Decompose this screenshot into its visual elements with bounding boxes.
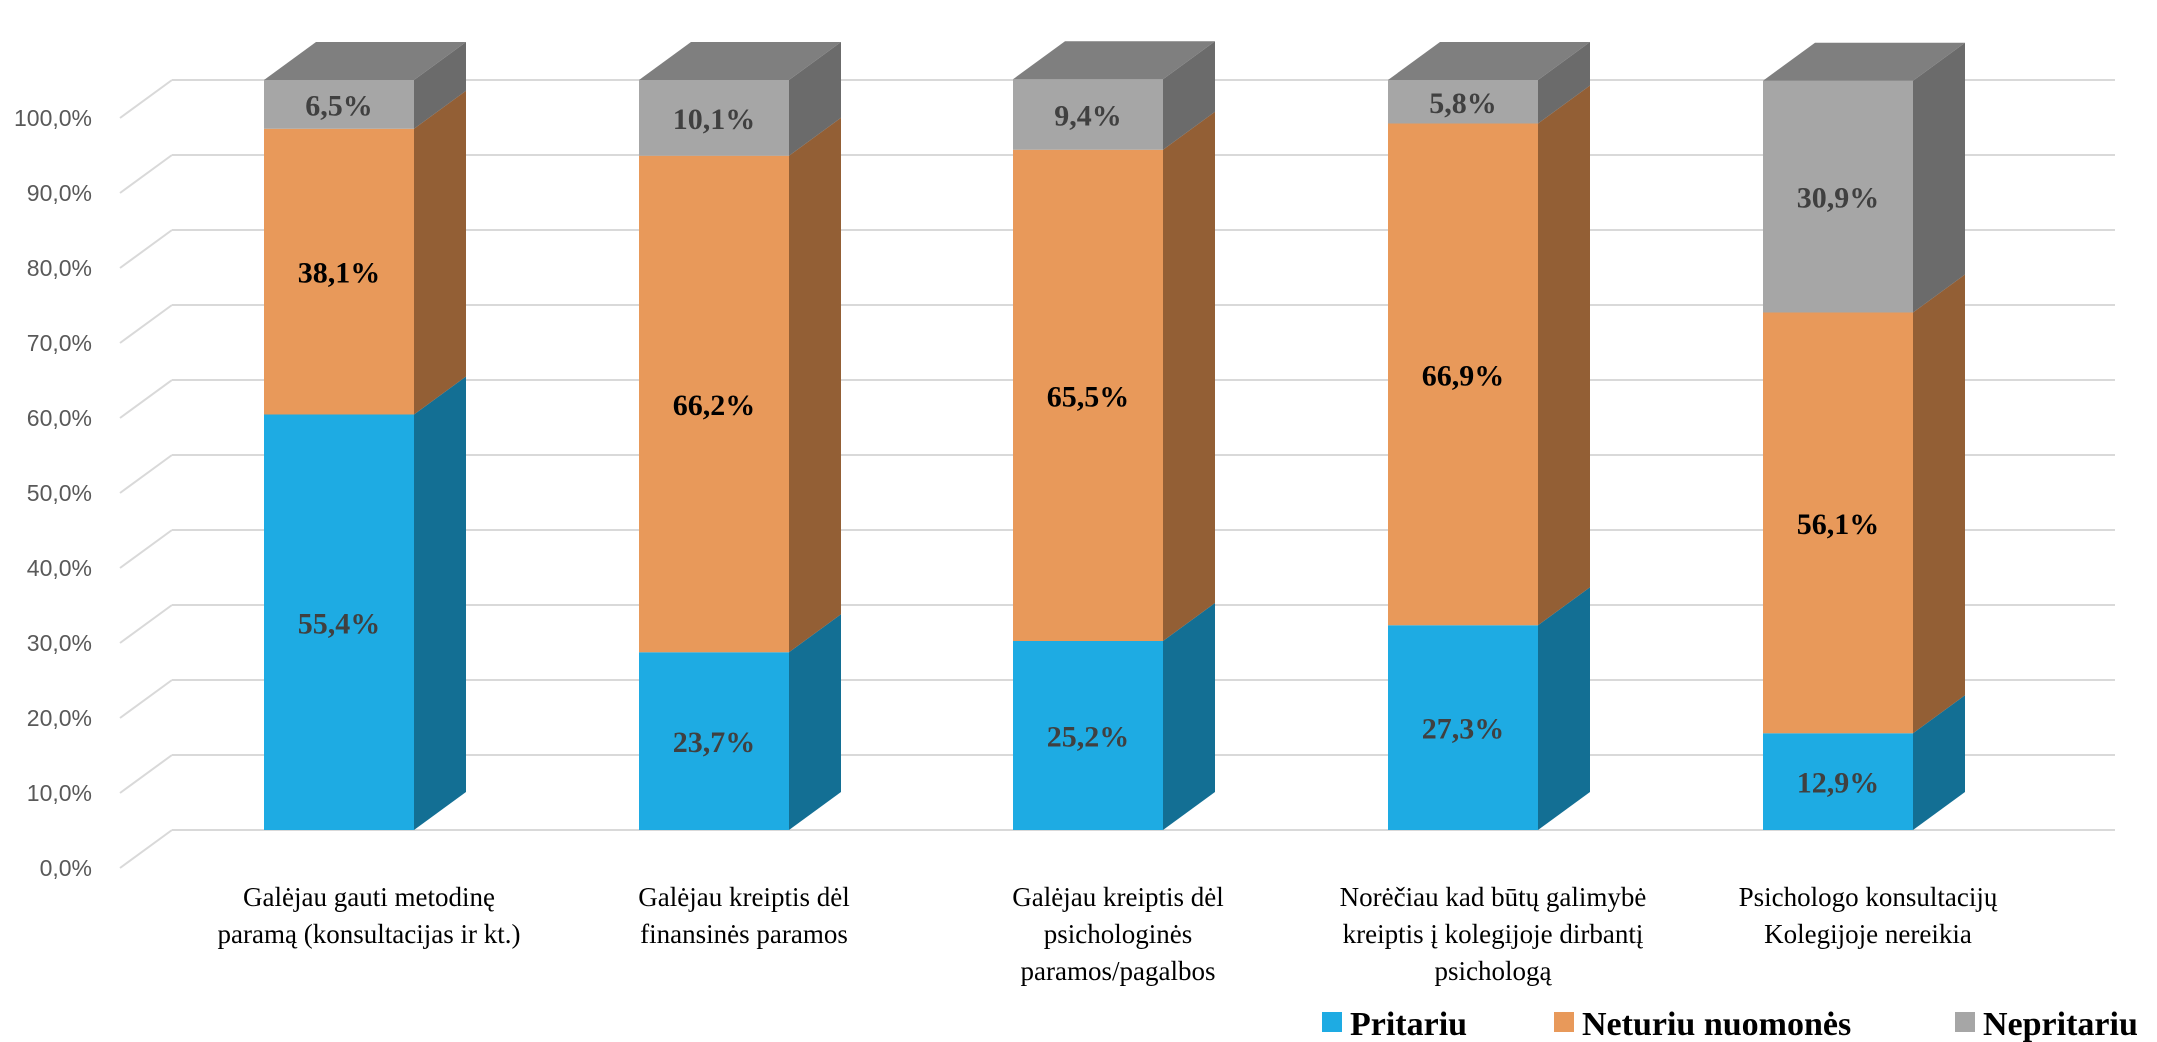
legend-swatch-0 bbox=[1322, 1012, 1342, 1032]
bar-side-0-2 bbox=[1163, 603, 1215, 830]
bar-0-4 bbox=[1763, 733, 1913, 830]
bar-top-0 bbox=[264, 42, 466, 80]
bar-side-1-2 bbox=[1163, 111, 1215, 641]
data-label-2-0: 6,5% bbox=[305, 89, 373, 122]
y-tick-label: 20,0% bbox=[27, 705, 92, 731]
bars bbox=[264, 41, 1965, 830]
gridline-diagonal bbox=[119, 154, 173, 194]
bar-0-0 bbox=[264, 414, 414, 830]
data-label-0-1: 23,7% bbox=[673, 726, 756, 759]
gridline-diagonal bbox=[119, 829, 173, 869]
bar-side-2-2 bbox=[1163, 41, 1215, 150]
y-tick-label: 80,0% bbox=[27, 255, 92, 281]
category-label: psichologą bbox=[1435, 956, 1553, 986]
category-label: psichologinės bbox=[1044, 919, 1193, 949]
gridline-diagonal bbox=[119, 454, 173, 494]
gridline-diagonal bbox=[119, 379, 173, 419]
data-label-2-2: 9,4% bbox=[1054, 100, 1122, 133]
gridline-diagonal bbox=[119, 529, 173, 569]
bar-top-2 bbox=[1013, 41, 1215, 80]
legend: Pritariu Neturiu nuomonės Nepritariu bbox=[1322, 1006, 2138, 1042]
bar-2-0 bbox=[264, 80, 414, 129]
y-tick-label: 100,0% bbox=[14, 105, 92, 131]
y-tick-label: 10,0% bbox=[27, 780, 92, 806]
y-tick-label: 50,0% bbox=[27, 480, 92, 506]
category-label: Galėjau gauti metodinę bbox=[243, 882, 495, 912]
y-tick-label: 0,0% bbox=[40, 855, 92, 881]
data-label-1-1: 66,2% bbox=[673, 389, 756, 422]
bar-1-1 bbox=[639, 155, 789, 653]
bar-side-2-4 bbox=[1913, 42, 1965, 313]
category-label: paramos/pagalbos bbox=[1021, 956, 1216, 986]
legend-label-1: Neturiu nuomonės bbox=[1582, 1006, 1851, 1042]
bar-side-0-1 bbox=[789, 614, 841, 830]
bar-0-2 bbox=[1013, 641, 1163, 830]
data-label-2-4: 30,9% bbox=[1797, 182, 1880, 215]
data-label-0-0: 55,4% bbox=[298, 607, 381, 640]
bar-2-1 bbox=[639, 80, 789, 156]
gridline-diagonal bbox=[119, 604, 173, 644]
bar-top-3 bbox=[1388, 42, 1590, 80]
category-label: Kolegijoje nereikia bbox=[1764, 919, 1972, 949]
bar-side-2-0 bbox=[414, 42, 466, 129]
bar-side-1-3 bbox=[1538, 85, 1590, 626]
bar-2-4 bbox=[1763, 80, 1913, 313]
legend-swatch-2 bbox=[1955, 1012, 1975, 1032]
bar-side-2-3 bbox=[1538, 42, 1590, 124]
bar-side-1-1 bbox=[789, 117, 841, 653]
data-label-1-2: 65,5% bbox=[1047, 380, 1130, 413]
bar-2-3 bbox=[1388, 80, 1538, 124]
category-label: Norėčiau kad būtų galimybė bbox=[1340, 882, 1647, 912]
bar-1-0 bbox=[264, 128, 414, 415]
gridline-diagonal bbox=[119, 229, 173, 269]
gridline-diagonal bbox=[119, 304, 173, 344]
data-label-1-4: 56,1% bbox=[1797, 508, 1880, 541]
bar-1-3 bbox=[1388, 123, 1538, 626]
gridline-diagonal bbox=[119, 754, 173, 794]
data-label-2-3: 5,8% bbox=[1429, 87, 1497, 120]
bar-top-1 bbox=[639, 42, 841, 80]
y-tick-label: 60,0% bbox=[27, 405, 92, 431]
category-label: paramą (konsultacijas ir kt.) bbox=[218, 919, 521, 949]
gridline-diagonal bbox=[119, 679, 173, 719]
y-tick-label: 30,0% bbox=[27, 630, 92, 656]
bar-1-2 bbox=[1013, 149, 1163, 641]
data-label-0-4: 12,9% bbox=[1797, 767, 1880, 800]
bar-0-1 bbox=[639, 652, 789, 830]
legend-label-2: Nepritariu bbox=[1983, 1006, 2138, 1042]
legend-swatch-1 bbox=[1554, 1012, 1574, 1032]
bar-side-1-0 bbox=[414, 90, 466, 415]
bar-side-2-1 bbox=[789, 42, 841, 156]
category-label: kreiptis į kolegijoje dirbantį bbox=[1343, 919, 1644, 949]
x-axis: Galėjau gauti metodinę paramą (konsultaci… bbox=[218, 882, 1998, 986]
gridline-diagonal bbox=[119, 79, 173, 119]
bar-1-4 bbox=[1763, 312, 1913, 734]
y-tick-label: 40,0% bbox=[27, 555, 92, 581]
data-labels: 55,4% 23,7% 25,2% 27,3% 12,9% 38,1% 66,2% 65,5%… bbox=[298, 87, 1880, 800]
legend-label-0: Pritariu bbox=[1350, 1006, 1467, 1042]
bar-0-3 bbox=[1388, 625, 1538, 830]
y-tick-label: 70,0% bbox=[27, 330, 92, 356]
y-axis: 0,0% 10,0% 20,0% 30,0% 40,0% 50,0% 60,0% 70,0% 8… bbox=[14, 105, 92, 881]
category-label: finansinės paramos bbox=[640, 919, 848, 949]
data-label-1-3: 66,9% bbox=[1422, 359, 1505, 392]
data-label-2-1: 10,1% bbox=[673, 103, 756, 136]
bar-top-4 bbox=[1763, 42, 1965, 81]
bar-2-2 bbox=[1013, 79, 1163, 150]
category-label: Galėjau kreiptis dėl bbox=[638, 882, 849, 912]
bar-side-0-3 bbox=[1538, 587, 1590, 830]
bar-side-1-4 bbox=[1913, 274, 1965, 734]
y-tick-label: 90,0% bbox=[27, 180, 92, 206]
category-label: Psichologo konsultacijų bbox=[1739, 882, 1998, 912]
category-label: Galėjau kreiptis dėl bbox=[1012, 882, 1223, 912]
bar-side-0-0 bbox=[414, 376, 466, 830]
data-label-0-3: 27,3% bbox=[1422, 713, 1505, 746]
bar-side-0-4 bbox=[1913, 695, 1965, 830]
data-label-1-0: 38,1% bbox=[298, 257, 381, 290]
data-label-0-2: 25,2% bbox=[1047, 721, 1130, 754]
